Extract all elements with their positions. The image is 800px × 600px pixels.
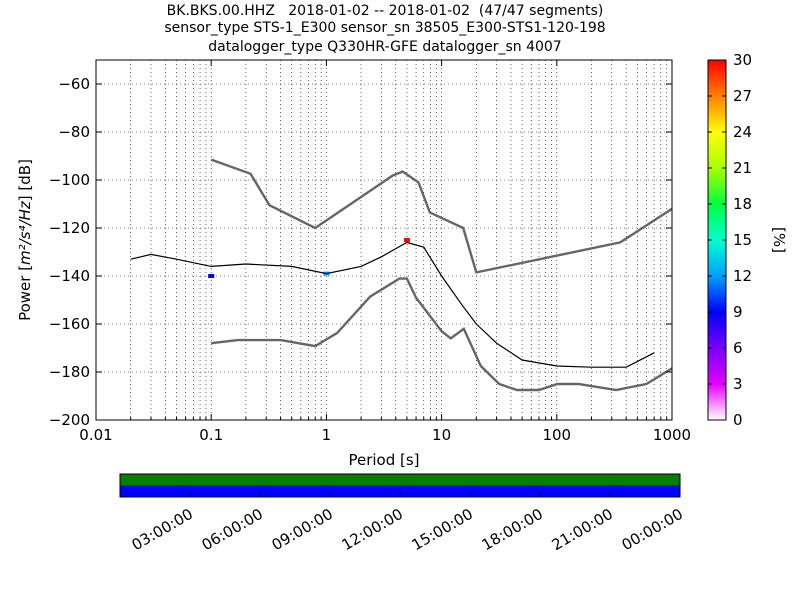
x-tick-label: 1000 — [653, 426, 691, 444]
availability-track — [120, 474, 680, 486]
x-tick-label: 0.01 — [79, 426, 112, 444]
y-tick-label: −200 — [49, 411, 90, 429]
grid — [95, 60, 672, 421]
colorbar-tick-label: 18 — [733, 195, 752, 213]
x-tick-label: 0.1 — [199, 426, 223, 444]
colorbar-tick-label: 21 — [733, 159, 752, 177]
y-tick-label: −60 — [58, 75, 90, 93]
colorbar-tick-label: 9 — [733, 303, 743, 321]
noise-model-lines — [130, 158, 672, 392]
title-line-1: BK.BKS.00.HHZ 2018-01-02 -- 2018-01-02 (… — [166, 3, 604, 19]
colorbar-tick-label: 12 — [733, 267, 752, 285]
colorbar-tick-label: 3 — [733, 375, 743, 393]
timeline-tick-label: 12:00:00 — [339, 505, 406, 554]
series-line — [210, 158, 672, 274]
x-tick-label: 10 — [432, 426, 451, 444]
histogram-cell — [208, 274, 215, 278]
colorbar-tick-label: 30 — [733, 51, 752, 69]
series-line — [130, 241, 655, 368]
colorbar-tick-label: 15 — [733, 231, 752, 249]
availability-track — [120, 485, 680, 497]
series-line — [211, 277, 672, 392]
colorbar-label: [%] — [770, 227, 788, 253]
title-line-2: sensor_type STS-1_E300 sensor_sn 38505_E… — [164, 20, 606, 36]
timeline-tick-label: 21:00:00 — [549, 505, 616, 554]
histogram-cell — [403, 238, 410, 242]
y-tick-label: −100 — [49, 171, 90, 189]
timeline-tick-label: 15:00:00 — [409, 505, 476, 554]
y-tick-label: −140 — [49, 267, 90, 285]
title-line-3: datalogger_type Q330HR-GFE datalogger_sn… — [208, 39, 562, 55]
timeline-tick-label: 09:00:00 — [269, 505, 336, 554]
colorbar-tick-label: 24 — [733, 123, 752, 141]
colorbar-tick-label: 0 — [733, 411, 743, 429]
plot-frame — [95, 59, 673, 421]
colorbar-tick-label: 6 — [733, 339, 743, 357]
data-availability-timeline: 03:00:00 06:00:00 09:00:00 12:00:00 15:00:00… — [119, 473, 686, 554]
x-axis-label: Period [s] — [348, 451, 419, 469]
colorbar-tick-label: 27 — [733, 87, 752, 105]
axes: 0.01 0.1 1 10 100 1000 −200 −180 −160 −140 −120 −10… — [49, 60, 691, 444]
y-tick-label: −120 — [49, 219, 90, 237]
x-tick-label: 100 — [542, 426, 571, 444]
y-tick-label: −80 — [58, 123, 90, 141]
colorbar: 0 3 6 9 12 15 18 21 24 27 30 — [707, 51, 752, 429]
timeline-tick-label: 00:00:00 — [619, 505, 686, 554]
y-axis-label: Power [m²/s⁴/Hz] [dB] — [16, 159, 34, 321]
y-tick-label: −160 — [49, 315, 90, 333]
timeline-tick-label: 06:00:00 — [199, 505, 266, 554]
y-tick-label: −180 — [49, 363, 90, 381]
timeline-tick-label: 18:00:00 — [479, 505, 546, 554]
x-tick-label: 1 — [322, 426, 332, 444]
timeline-tick-label: 03:00:00 — [129, 505, 196, 554]
